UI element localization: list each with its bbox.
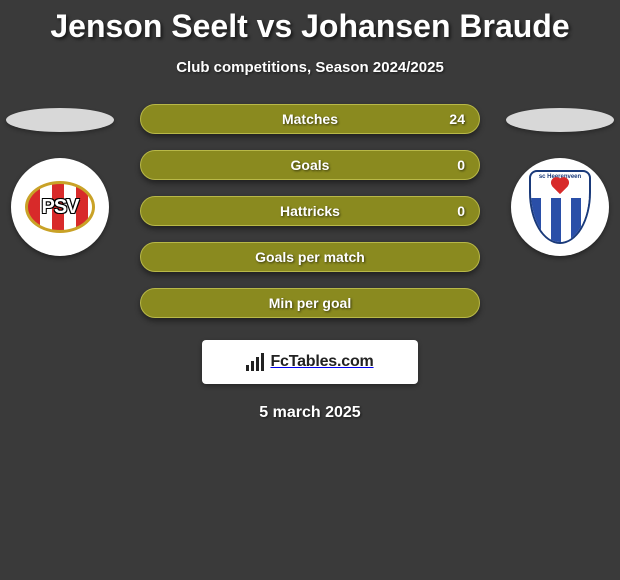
stat-value: 0: [457, 203, 465, 219]
footer-brand-text: FcTables.com: [270, 353, 373, 371]
hearts-icon: [550, 178, 570, 196]
stat-label: Min per goal: [269, 295, 351, 311]
stat-label: Matches: [282, 111, 338, 127]
stat-row-matches: Matches 24: [140, 104, 480, 134]
subtitle: Club competitions, Season 2024/2025: [0, 59, 620, 76]
stat-label: Goals: [291, 157, 330, 173]
stat-label: Goals per match: [255, 249, 365, 265]
left-player-placeholder: [6, 108, 114, 132]
left-team-badge[interactable]: PSV: [11, 158, 109, 256]
stats-list: Matches 24 Goals 0 Hattricks 0 Goals per…: [140, 104, 480, 318]
right-player-placeholder: [506, 108, 614, 132]
psv-logo-text: PSV: [41, 196, 78, 219]
date-text: 5 march 2025: [0, 404, 620, 422]
psv-logo: PSV: [25, 181, 95, 233]
stat-value: 0: [457, 157, 465, 173]
bar-chart-icon: [246, 353, 264, 371]
fctables-link[interactable]: FcTables.com: [202, 340, 418, 384]
stat-row-min-per-goal: Min per goal: [140, 288, 480, 318]
right-team-badge[interactable]: sc Heerenveen: [511, 158, 609, 256]
stat-value: 24: [449, 111, 465, 127]
right-team-column: sc Heerenveen: [500, 104, 620, 256]
stat-row-goals: Goals 0: [140, 150, 480, 180]
stat-row-hattricks: Hattricks 0: [140, 196, 480, 226]
stat-label: Hattricks: [280, 203, 340, 219]
page-title: Jenson Seelt vs Johansen Braude: [0, 0, 620, 45]
heerenveen-logo: sc Heerenveen: [529, 170, 591, 244]
stat-row-goals-per-match: Goals per match: [140, 242, 480, 272]
comparison-area: PSV sc Heerenveen Matches 24 Goals 0 Hat: [0, 104, 620, 318]
left-team-column: PSV: [0, 104, 120, 256]
